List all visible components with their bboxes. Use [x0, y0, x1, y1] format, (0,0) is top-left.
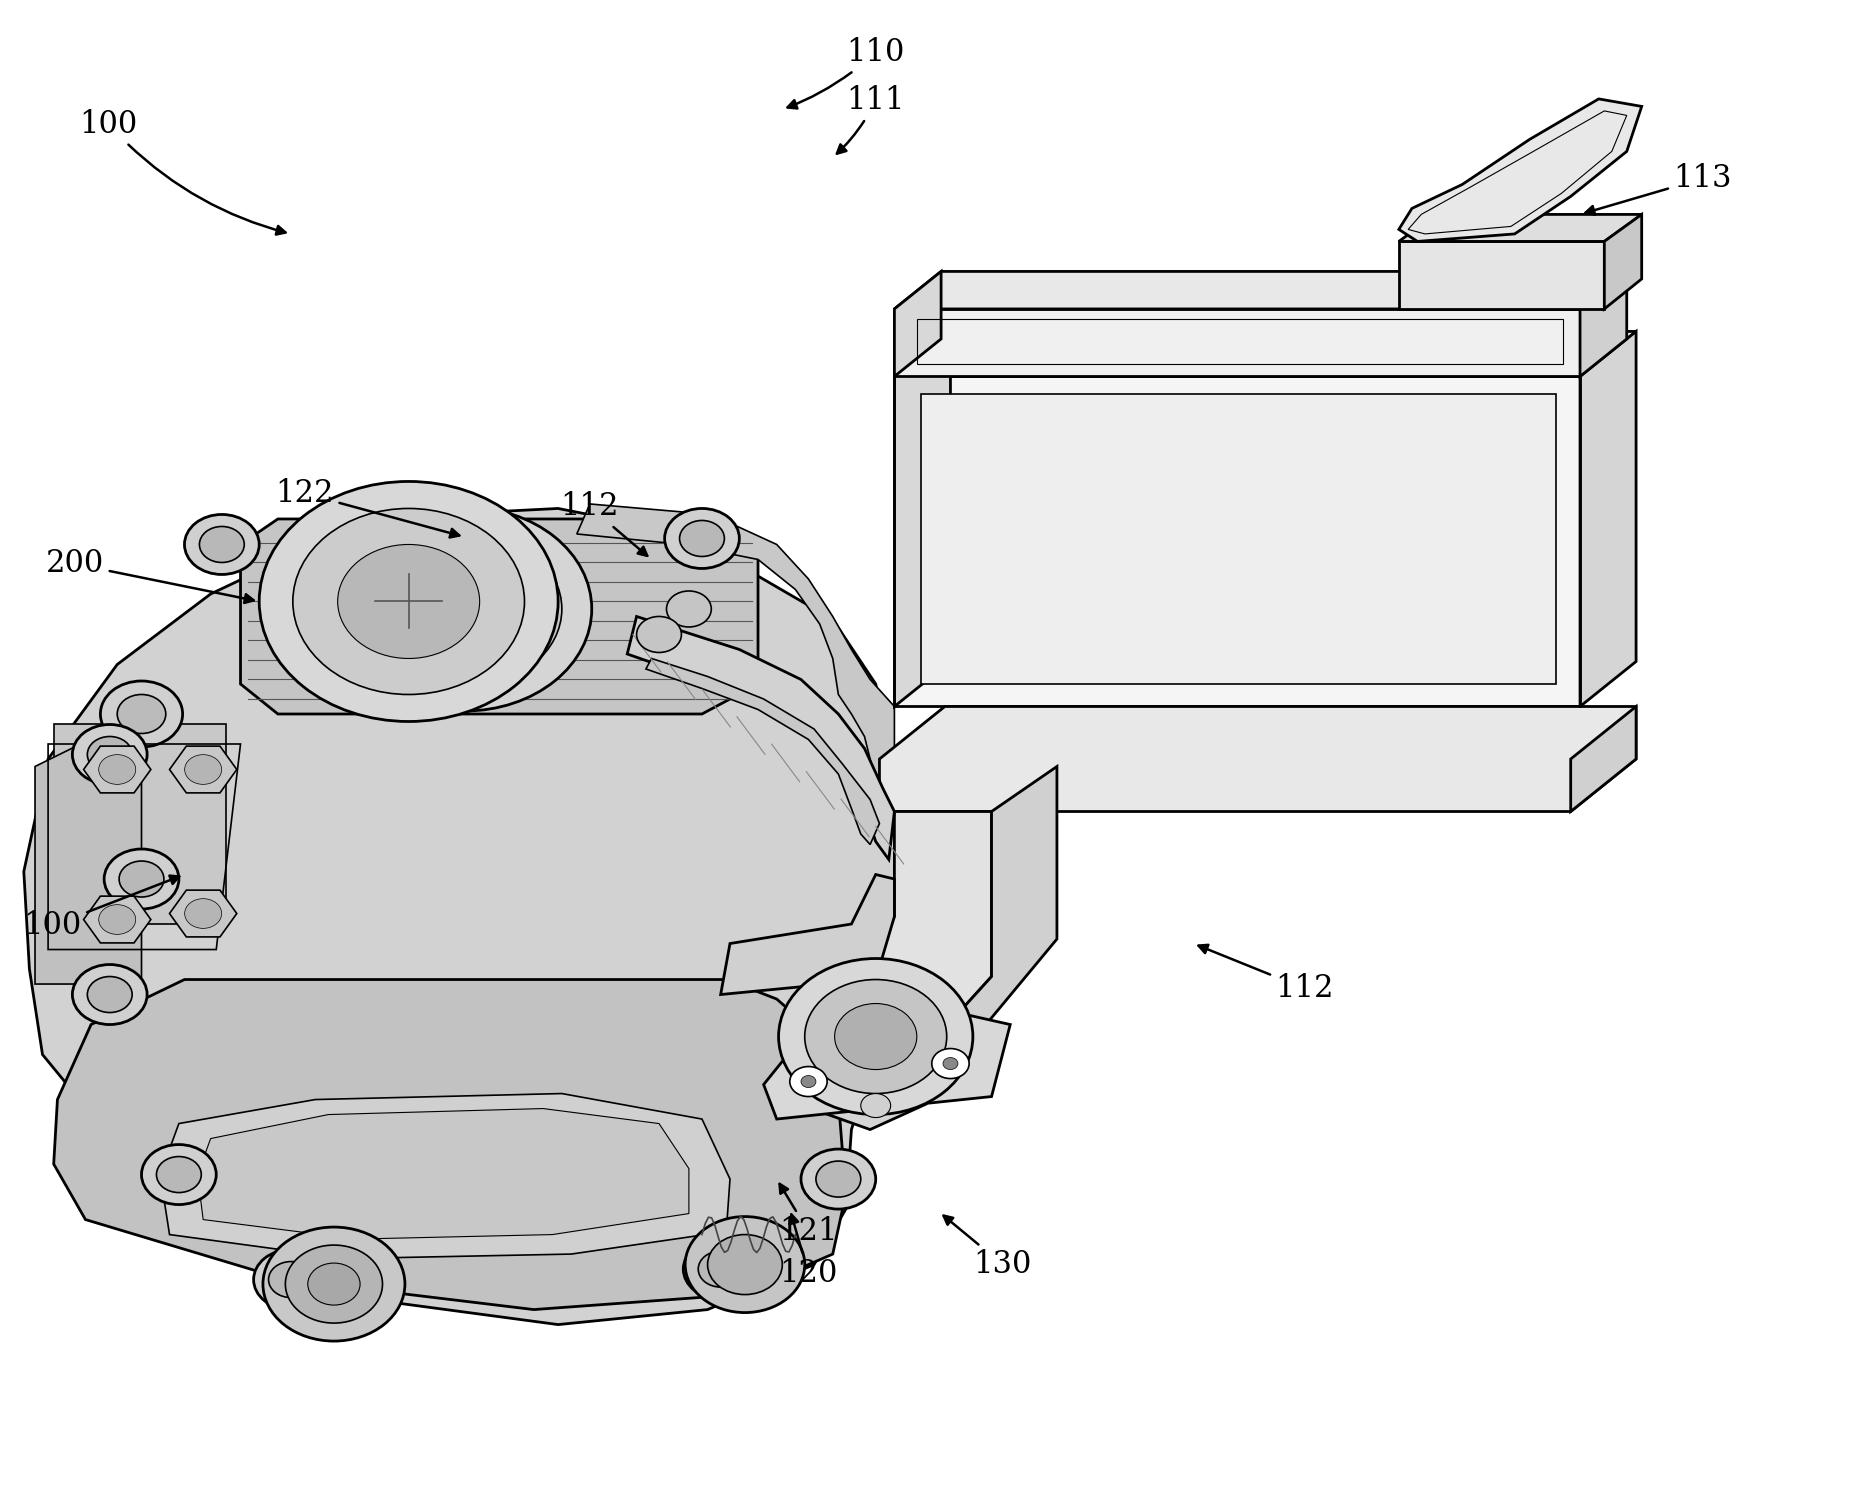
- Circle shape: [101, 681, 183, 747]
- Circle shape: [200, 526, 245, 562]
- Polygon shape: [54, 724, 226, 924]
- Circle shape: [286, 1244, 382, 1323]
- Polygon shape: [894, 272, 941, 376]
- Polygon shape: [84, 745, 152, 794]
- Polygon shape: [894, 376, 1579, 706]
- Circle shape: [307, 1263, 359, 1305]
- Circle shape: [707, 1234, 782, 1294]
- Circle shape: [99, 905, 137, 935]
- Circle shape: [666, 591, 711, 627]
- Circle shape: [816, 1160, 861, 1196]
- Circle shape: [664, 508, 739, 568]
- Polygon shape: [917, 767, 1057, 1060]
- Circle shape: [88, 977, 133, 1013]
- Circle shape: [683, 1238, 758, 1299]
- Polygon shape: [161, 1094, 730, 1258]
- Polygon shape: [1400, 215, 1641, 242]
- Text: 111: 111: [836, 84, 906, 153]
- Polygon shape: [720, 875, 894, 995]
- Text: 100: 100: [80, 108, 286, 234]
- Circle shape: [142, 1145, 217, 1204]
- Polygon shape: [170, 890, 238, 936]
- Circle shape: [861, 1094, 891, 1118]
- Polygon shape: [894, 332, 950, 706]
- Circle shape: [185, 755, 221, 785]
- Circle shape: [99, 755, 137, 785]
- Text: 100: 100: [24, 876, 180, 941]
- Circle shape: [260, 481, 558, 721]
- Circle shape: [790, 1067, 827, 1097]
- Circle shape: [698, 1250, 743, 1287]
- Polygon shape: [36, 714, 142, 984]
- Text: 112: 112: [1199, 945, 1334, 1004]
- Polygon shape: [1603, 215, 1641, 310]
- Circle shape: [685, 1216, 805, 1312]
- Text: 121: 121: [778, 1184, 838, 1247]
- Polygon shape: [894, 310, 1579, 376]
- Polygon shape: [894, 272, 1626, 310]
- Circle shape: [185, 514, 260, 574]
- Circle shape: [294, 508, 524, 694]
- Circle shape: [367, 531, 561, 687]
- Circle shape: [408, 564, 520, 654]
- Polygon shape: [1570, 706, 1635, 812]
- Circle shape: [73, 724, 148, 785]
- Polygon shape: [763, 1015, 1010, 1120]
- Circle shape: [118, 694, 167, 733]
- Circle shape: [801, 1150, 876, 1208]
- Circle shape: [264, 1226, 404, 1341]
- Polygon shape: [1400, 99, 1641, 242]
- Circle shape: [120, 861, 165, 897]
- Polygon shape: [170, 745, 238, 794]
- Text: 200: 200: [47, 549, 254, 603]
- Circle shape: [337, 544, 479, 658]
- Circle shape: [73, 965, 148, 1025]
- Polygon shape: [241, 519, 758, 714]
- Polygon shape: [894, 332, 1635, 376]
- Text: 130: 130: [943, 1216, 1033, 1281]
- Text: 113: 113: [1585, 162, 1733, 215]
- Circle shape: [337, 507, 591, 711]
- Polygon shape: [576, 504, 894, 812]
- Circle shape: [932, 1049, 969, 1079]
- Circle shape: [269, 1261, 312, 1297]
- Circle shape: [943, 1058, 958, 1070]
- Circle shape: [254, 1249, 327, 1309]
- Polygon shape: [645, 658, 879, 845]
- Circle shape: [679, 520, 724, 556]
- Circle shape: [88, 736, 133, 773]
- Polygon shape: [1579, 272, 1626, 376]
- Circle shape: [801, 1076, 816, 1088]
- Text: 110: 110: [788, 38, 906, 108]
- Polygon shape: [1579, 332, 1635, 706]
- Polygon shape: [814, 812, 992, 1082]
- Polygon shape: [292, 529, 365, 589]
- Circle shape: [834, 1004, 917, 1070]
- Text: 112: 112: [561, 491, 647, 556]
- Polygon shape: [54, 980, 846, 1309]
- Circle shape: [636, 616, 681, 652]
- Polygon shape: [198, 1109, 689, 1238]
- Circle shape: [157, 1157, 202, 1192]
- Polygon shape: [921, 394, 1557, 684]
- Polygon shape: [814, 1075, 936, 1130]
- Circle shape: [805, 980, 947, 1094]
- Polygon shape: [24, 508, 894, 1324]
- Polygon shape: [1400, 242, 1603, 310]
- Circle shape: [778, 959, 973, 1115]
- Circle shape: [105, 849, 180, 909]
- Text: 120: 120: [780, 1214, 838, 1290]
- Text: 122: 122: [275, 478, 458, 538]
- Polygon shape: [879, 706, 1635, 812]
- Circle shape: [185, 899, 221, 929]
- Polygon shape: [627, 616, 894, 860]
- Polygon shape: [84, 896, 152, 942]
